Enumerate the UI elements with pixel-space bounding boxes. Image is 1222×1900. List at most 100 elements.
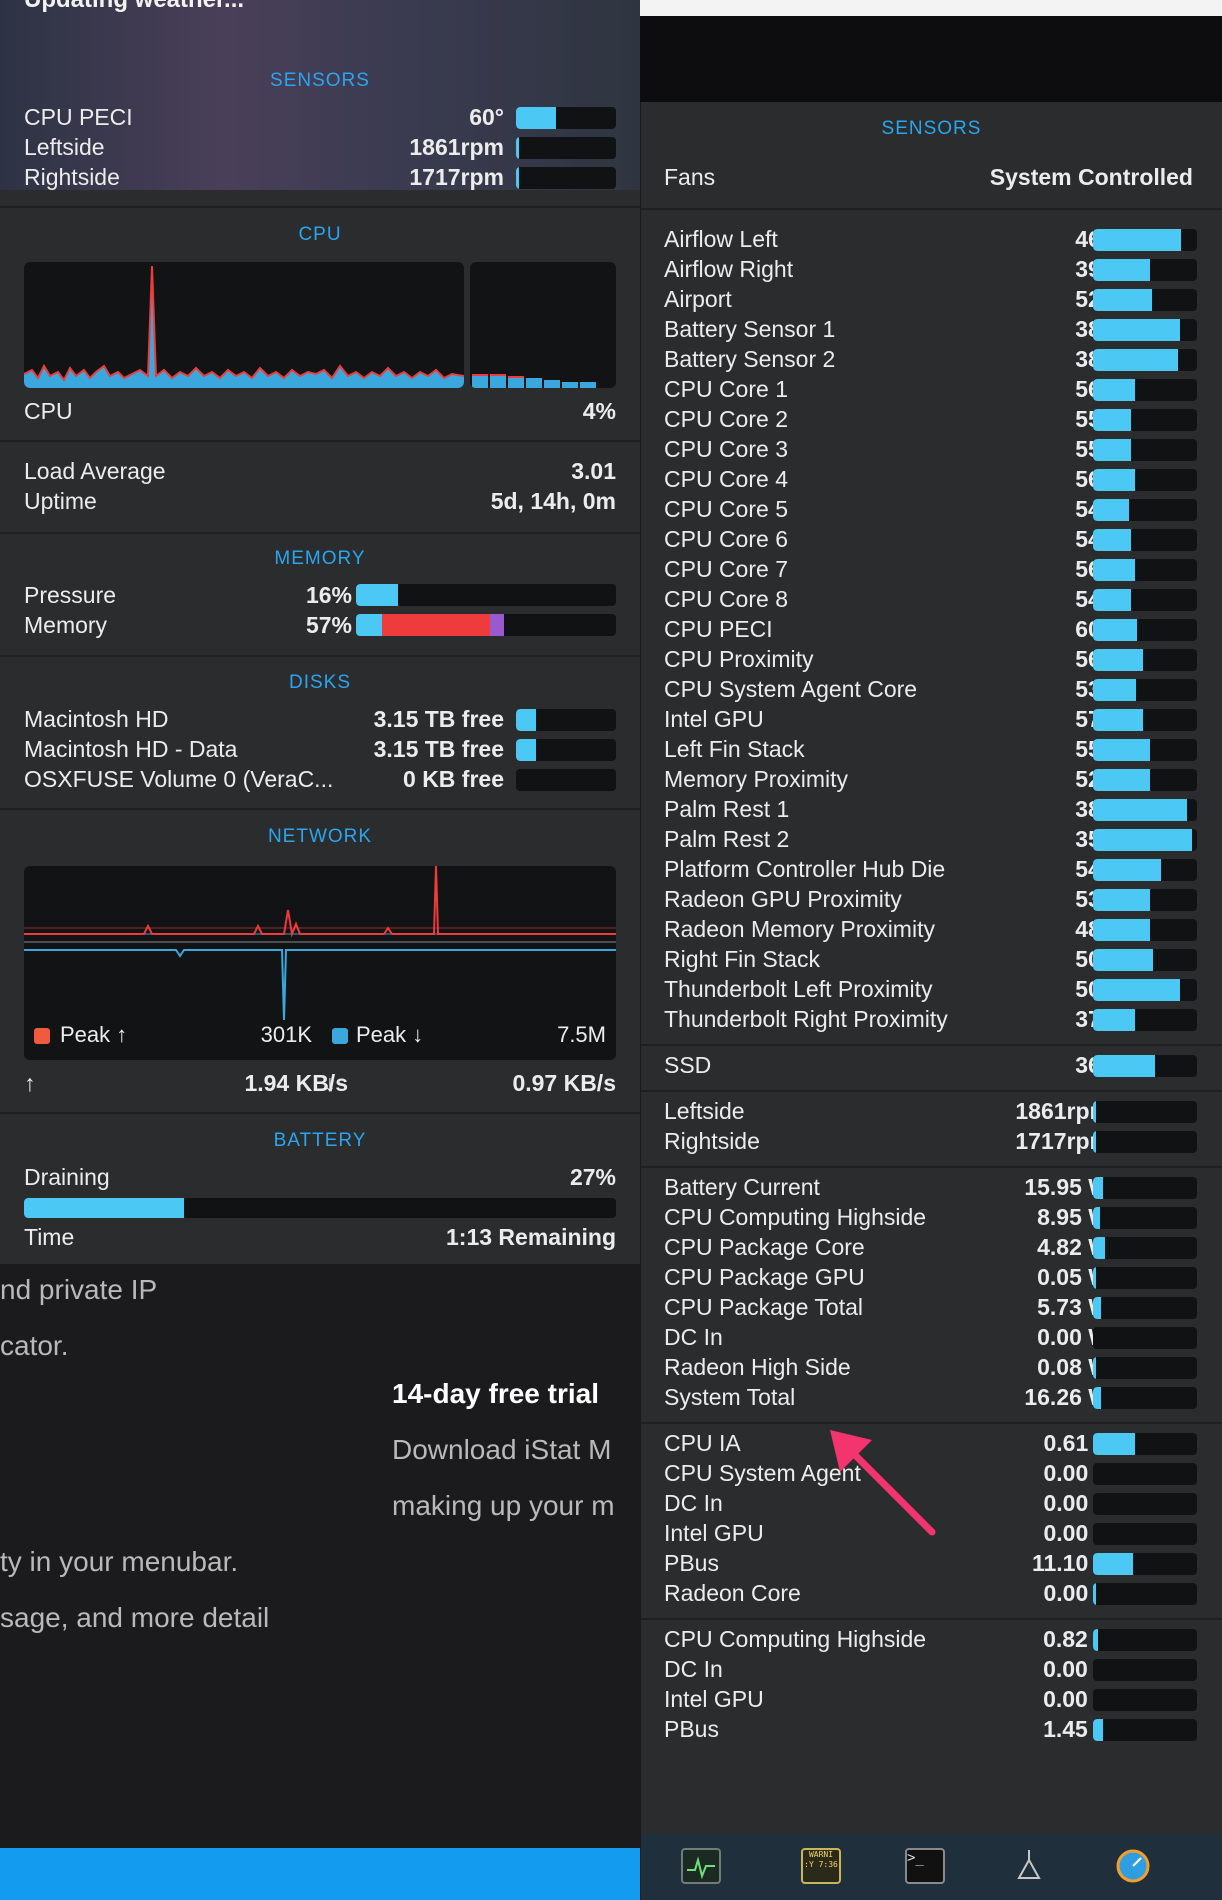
sensor-bar-fill <box>1093 649 1143 671</box>
sensor-bar-fill <box>1093 289 1153 311</box>
sensor-bar-fill <box>516 739 536 761</box>
sensor-label: CPU Core 4 <box>664 466 788 492</box>
sensor-bar <box>1093 1009 1197 1031</box>
sensor-bar-fill <box>1093 889 1151 911</box>
sensor-label: CPU Core 5 <box>664 496 788 522</box>
sensor-bar-fill <box>1093 259 1151 281</box>
istat-sensors-panel: SENSORS Fans System Controlled Airflow L… <box>641 102 1222 1900</box>
sensor-bar <box>1093 949 1197 971</box>
divider <box>0 808 640 810</box>
sensor-label: Leftside <box>664 1098 745 1124</box>
sensor-bar <box>1093 799 1197 821</box>
peak-up-value: 301K <box>260 1022 312 1047</box>
sensor-label: CPU PECI <box>664 616 773 642</box>
load-average-label: Load Average <box>24 458 166 484</box>
sensor-bar <box>1093 1493 1197 1515</box>
sensor-bar <box>1093 1583 1197 1605</box>
peak-down-swatch <box>332 1028 348 1044</box>
sensor-bar <box>516 769 616 791</box>
sensor-bar <box>1093 1207 1197 1229</box>
sensor-label: Macintosh HD <box>24 706 169 732</box>
sensor-label: CPU Core 8 <box>664 586 788 612</box>
sensor-bar <box>1093 709 1197 731</box>
sensor-bar-fill <box>1093 1719 1104 1741</box>
network-graph[interactable]: Peak ↑ 301K Peak ↓ 7.5M <box>24 866 616 1060</box>
sensor-bar <box>1093 499 1197 521</box>
download-arrow-icon: ↓ <box>324 1070 336 1096</box>
bg-line-4: sage, and more detail <box>0 1602 270 1633</box>
sensor-bar <box>1093 919 1197 941</box>
sensor-label: PBus <box>664 1550 719 1576</box>
battery-bar-fill <box>24 1198 184 1218</box>
activity-monitor-glyph <box>687 1856 715 1880</box>
sensor-bar-fill <box>1093 1357 1096 1379</box>
divider <box>0 655 640 657</box>
peak-down-value: 7.5M <box>557 1022 606 1047</box>
sensor-bar-fill <box>1093 919 1151 941</box>
sensor-label: CPU System Agent <box>664 1460 861 1486</box>
sensor-bar <box>1093 1553 1197 1575</box>
cpu-graph-line <box>24 265 464 382</box>
network-utility-icon[interactable] <box>1011 1848 1047 1880</box>
memory-bar-app <box>356 614 382 636</box>
sensor-label: CPU Core 7 <box>664 556 788 582</box>
sensor-bar-fill <box>1093 679 1136 701</box>
cpu-value: 4% <box>582 398 616 424</box>
activity-monitor-icon[interactable] <box>681 1848 721 1884</box>
sensor-label: CPU Package GPU <box>664 1264 865 1290</box>
sensor-label: SSD <box>664 1052 712 1078</box>
bg-line-2: cator. <box>0 1330 69 1361</box>
sensor-bar <box>1093 589 1197 611</box>
sensor-bar-fill <box>1093 1297 1102 1319</box>
cpu-core-svg <box>472 374 596 388</box>
sensor-bar-fill <box>1093 229 1182 251</box>
trial-line-1: Download iStat M <box>392 1434 612 1465</box>
blue-footer-bar <box>0 1848 640 1900</box>
network-utility-glyph <box>1017 1850 1041 1879</box>
sensor-bar-fill <box>1093 1101 1096 1123</box>
sensor-bar-fill <box>1093 739 1151 761</box>
battery-time-value: 1:13 Remaining <box>446 1224 616 1250</box>
divider <box>641 1044 1222 1046</box>
sensor-label: Right Fin Stack <box>664 946 820 972</box>
terminal-icon[interactable]: >_ <box>905 1848 945 1884</box>
sensor-label: CPU Computing Highside <box>664 1204 927 1230</box>
sensor-bar <box>1093 829 1197 851</box>
trial-title: 14-day free trial <box>392 1378 599 1409</box>
sensor-bar <box>1093 979 1197 1001</box>
sensor-bar-fill <box>1093 559 1135 581</box>
sensor-bar-fill <box>1093 1583 1096 1605</box>
memory-bar-wired <box>382 614 490 636</box>
sensor-bar <box>1093 769 1197 791</box>
pressure-label: Pressure <box>24 582 117 608</box>
sensor-bar-fill <box>1093 1629 1099 1651</box>
cpu-core-graph[interactable] <box>470 262 616 388</box>
bg-line-3: ty in your menubar. <box>0 1546 239 1577</box>
sensor-bar <box>1093 319 1197 341</box>
sensor-bar-fill <box>1093 349 1179 371</box>
sensor-bar <box>1093 649 1197 671</box>
section-title-sensors: SENSORS <box>270 70 370 91</box>
sensor-label: CPU Computing Highside <box>664 1626 927 1652</box>
sensor-label: Platform Controller Hub Die <box>664 856 946 882</box>
sensor-bar-fill <box>1093 709 1143 731</box>
cpu-graph-area <box>24 266 464 388</box>
sensor-bar <box>1093 1689 1197 1711</box>
sensor-value: 1861rpm <box>409 134 504 160</box>
load-average-value: 3.01 <box>571 458 616 484</box>
sensor-label: Radeon Core <box>664 1580 801 1606</box>
sensor-label: System Total <box>664 1384 796 1410</box>
sensor-bar-fill <box>1093 499 1130 521</box>
sensor-value: 3.15 TB free <box>373 736 504 762</box>
sensor-bar-fill <box>1093 1055 1156 1077</box>
sensor-label: Thunderbolt Left Proximity <box>664 976 933 1002</box>
sensor-bar <box>1093 1267 1197 1289</box>
sensor-value: 0 KB free <box>403 766 504 792</box>
istat-icon[interactable] <box>1115 1848 1151 1883</box>
peak-up-label: Peak ↑ <box>60 1022 128 1047</box>
fans-mode[interactable]: System Controlled <box>989 164 1193 190</box>
sensor-label: Airflow Right <box>664 256 794 282</box>
cpu-history-graph[interactable] <box>24 262 464 388</box>
console-icon[interactable]: WARNI :Y 7:36 <box>801 1848 841 1884</box>
section-title-disks: DISKS <box>288 672 352 693</box>
